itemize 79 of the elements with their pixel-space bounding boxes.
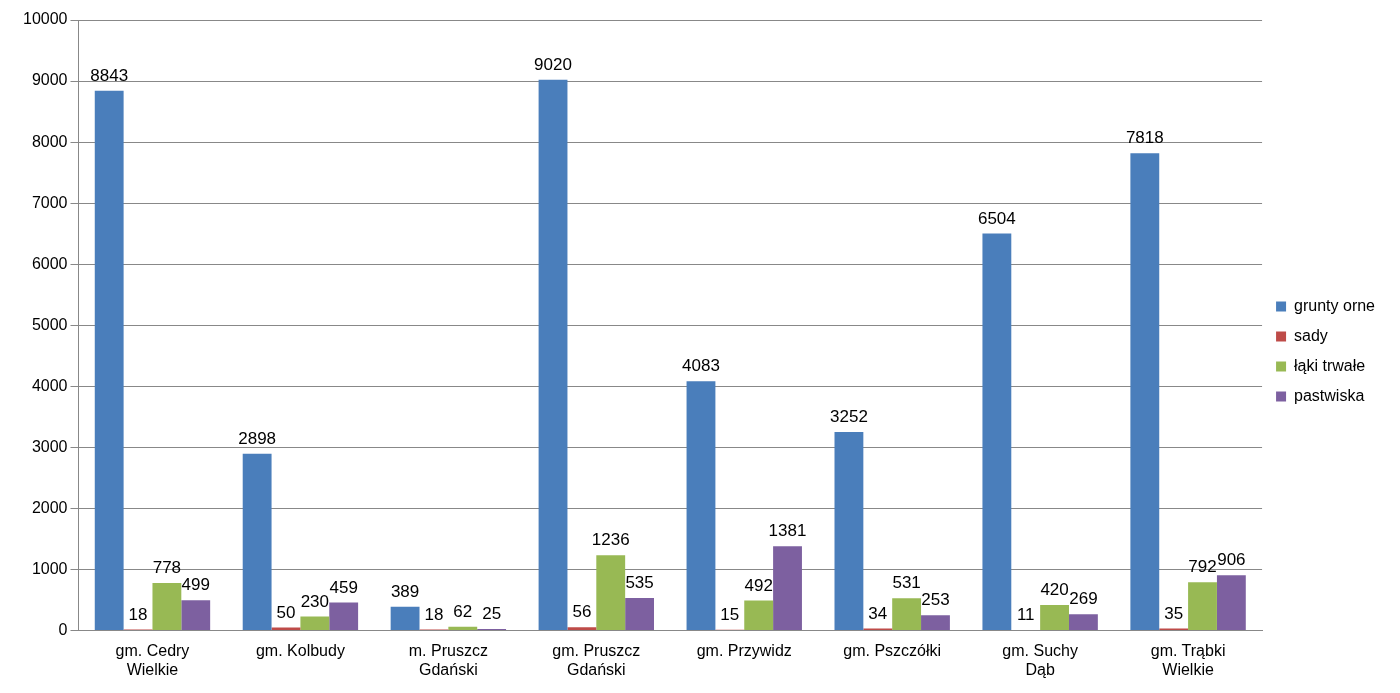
- bar: [773, 546, 802, 631]
- data-label: 269: [1069, 589, 1098, 609]
- data-label: 499: [181, 575, 210, 595]
- data-label: 18: [424, 604, 444, 624]
- y-tick-label: 4000: [31, 376, 68, 394]
- data-label: 62: [453, 602, 473, 621]
- x-tick-label: m. Pruszcz Gdański: [408, 641, 488, 678]
- data-label: 778: [152, 558, 182, 578]
- y-tick-label: 2000: [31, 498, 68, 516]
- data-label: 6504: [977, 208, 1016, 228]
- y-tick-label: 6000: [31, 254, 68, 272]
- bar: [1068, 614, 1098, 631]
- bar: [300, 616, 330, 631]
- bar: [94, 90, 124, 631]
- data-label: 389: [390, 582, 420, 602]
- legend-label: pastwiska: [1294, 386, 1365, 404]
- bar: [181, 600, 211, 631]
- bar: [686, 381, 716, 631]
- data-label: 459: [329, 577, 358, 597]
- y-tick-label: 1000: [31, 559, 68, 577]
- legend-label: grunty orne: [1294, 296, 1376, 314]
- bar: [152, 583, 182, 631]
- bar: [1130, 153, 1160, 631]
- x-tick-label: gm. Suchy Dąb: [1002, 641, 1078, 678]
- data-label: 230: [300, 591, 330, 611]
- y-tick-label: 3000: [31, 437, 68, 455]
- y-tick-label: 9000: [31, 71, 68, 89]
- y-tick-label: 5000: [31, 315, 68, 333]
- data-label: 25: [482, 604, 502, 624]
- x-tick-label: gm. Cedry Wielkie: [115, 641, 190, 678]
- data-label: 8843: [90, 65, 129, 85]
- y-tick-label: 7000: [31, 193, 68, 211]
- bar: [921, 615, 950, 631]
- legend-label: łąki trwałe: [1294, 356, 1366, 374]
- data-label: 535: [625, 573, 654, 593]
- bar: [596, 555, 626, 631]
- legend-label: sady: [1294, 326, 1328, 344]
- data-label: 906: [1217, 550, 1246, 570]
- data-label: 253: [921, 590, 950, 610]
- bar: [538, 79, 568, 631]
- y-tick-label: 10000: [22, 10, 68, 28]
- bar: [982, 233, 1012, 631]
- bar: [744, 600, 774, 631]
- x-tick-label: gm. Pszczółki: [843, 641, 942, 659]
- bar: [1188, 582, 1217, 631]
- data-label: 35: [1164, 603, 1184, 623]
- bar: [567, 627, 597, 631]
- bar: [892, 598, 922, 631]
- y-tick-label: 8000: [31, 132, 68, 150]
- data-label: 18: [128, 604, 148, 624]
- bar: [834, 432, 864, 631]
- bar: [242, 453, 272, 631]
- data-label: 2898: [238, 428, 277, 448]
- bar: [390, 606, 420, 631]
- bar: [329, 602, 359, 631]
- data-label: 7818: [1125, 128, 1164, 148]
- data-label: 56: [572, 602, 592, 622]
- data-label: 792: [1188, 557, 1217, 577]
- x-tick-label: gm. Przywidz: [696, 641, 792, 659]
- x-tick-label: gm. Kolbudy: [255, 641, 345, 659]
- bar: [625, 597, 654, 631]
- data-label: 492: [744, 575, 773, 595]
- data-label: 531: [892, 573, 921, 593]
- data-label: 1236: [591, 530, 630, 550]
- data-label: 4083: [682, 356, 720, 376]
- data-label: 3252: [830, 407, 868, 427]
- data-label: 50: [276, 602, 296, 622]
- data-label: 34: [868, 603, 888, 623]
- data-label: 9020: [534, 55, 572, 75]
- y-tick-label: 0: [58, 621, 68, 639]
- bar: [1216, 575, 1246, 631]
- bar: [448, 626, 478, 631]
- x-tick-label: gm. Trąbki Wielkie: [1150, 641, 1226, 678]
- data-label: 1381: [768, 521, 807, 541]
- data-label: 420: [1040, 580, 1069, 600]
- x-tick-label: gm. Pruszcz Gdański: [552, 641, 641, 678]
- data-label: 15: [720, 604, 740, 624]
- data-label: 11: [1016, 605, 1035, 625]
- bar: [1040, 604, 1069, 631]
